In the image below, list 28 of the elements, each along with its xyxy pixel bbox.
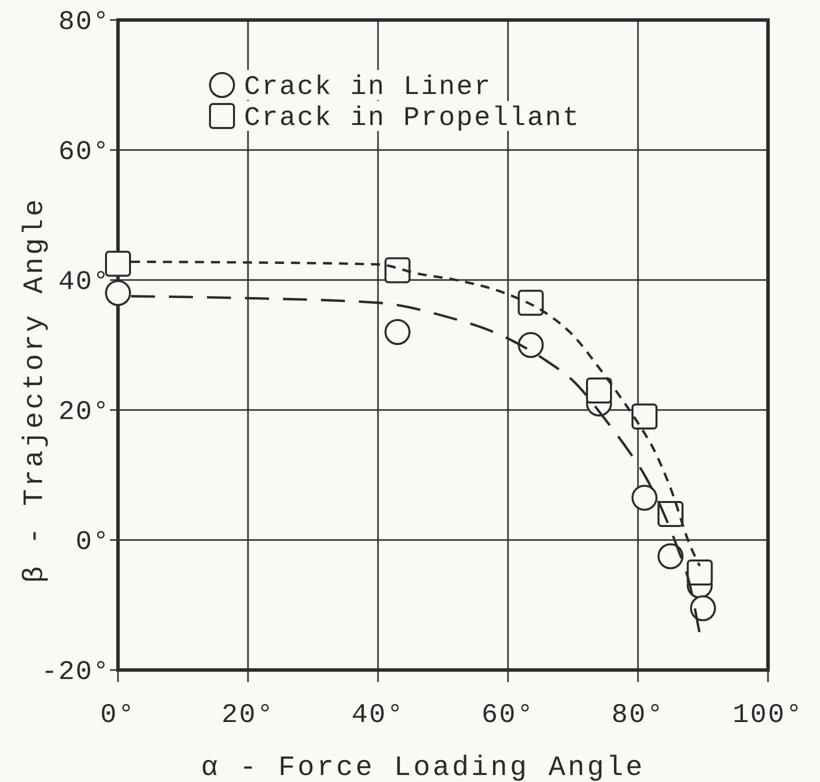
x-axis-title: α - Force Loading Angle — [201, 753, 645, 782]
point — [658, 543, 684, 570]
point — [384, 319, 410, 345]
point — [690, 595, 716, 622]
point — [518, 332, 544, 358]
x-tick-label: 0° — [100, 701, 136, 731]
point — [586, 378, 612, 404]
x-tick-label: 40° — [351, 701, 405, 731]
x-tick-label: 60° — [481, 701, 535, 731]
x-tick-label: 100° — [732, 701, 804, 731]
y-tick-label: 0° — [76, 528, 110, 558]
y-tick-label: 60° — [58, 138, 110, 168]
legend-label: Crack in Propellant — [244, 104, 580, 134]
point — [686, 560, 713, 586]
x-tick-label: 80° — [611, 701, 665, 731]
point — [632, 484, 658, 511]
y-tick-label: -20° — [41, 658, 110, 688]
y-tick-label: 80° — [58, 8, 110, 38]
point — [105, 250, 131, 277]
point — [105, 280, 131, 306]
point — [384, 257, 410, 284]
y-axis-title: β - Trajectory Angle — [20, 196, 51, 584]
x-tick-label: 20° — [221, 701, 275, 731]
point — [632, 404, 658, 430]
y-tick-label: 40° — [58, 268, 110, 298]
point — [518, 290, 544, 316]
y-tick-label: 20° — [58, 398, 110, 428]
legend-label: Crack in Liner — [244, 73, 492, 103]
